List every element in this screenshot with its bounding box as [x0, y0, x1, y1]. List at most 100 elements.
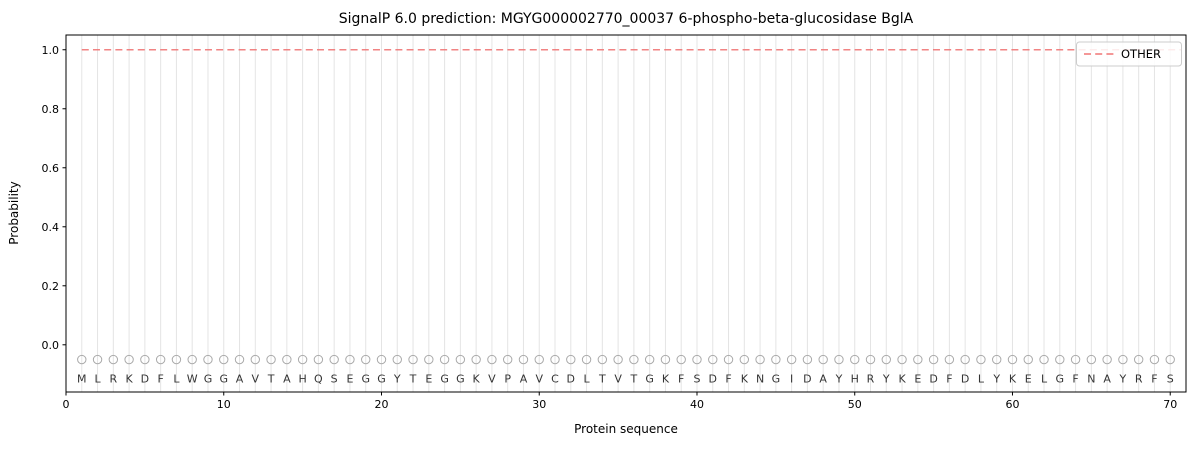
- residue-letter: K: [125, 373, 133, 386]
- residue-letter: V: [252, 373, 260, 386]
- residue-marker: [992, 354, 1002, 365]
- y-tick-label: 0.2: [42, 280, 60, 293]
- residue-marker: [566, 354, 576, 365]
- y-tick-label: 0.4: [42, 221, 60, 234]
- residue-marker: [392, 354, 402, 365]
- x-tick-label: 50: [848, 398, 862, 411]
- residue-letter: G: [204, 373, 213, 386]
- residue-letter: D: [929, 373, 937, 386]
- residue-marker: [77, 354, 87, 365]
- residue-letter: L: [94, 373, 101, 386]
- residue-marker: [613, 354, 623, 365]
- residue-marker: [1149, 354, 1160, 365]
- residue-marker: [455, 354, 466, 365]
- residue-marker: [660, 354, 671, 365]
- residue-letter: S: [693, 373, 700, 386]
- residue-marker: [629, 354, 639, 365]
- residue-letter: Y: [992, 373, 1000, 386]
- residue-marker: [865, 354, 876, 365]
- residue-marker: [1023, 354, 1033, 365]
- residue-marker: [297, 354, 308, 365]
- residue-marker: [92, 354, 103, 365]
- residue-letter: G: [1056, 373, 1065, 386]
- residue-letter: Y: [882, 373, 890, 386]
- residue-marker: [976, 354, 986, 365]
- residue-letter: F: [1151, 373, 1157, 386]
- residue-letter: G: [440, 373, 449, 386]
- residue-marker: [1118, 354, 1128, 365]
- residue-marker: [676, 354, 686, 365]
- residue-letter: W: [187, 373, 198, 386]
- residue-letter: Y: [393, 373, 401, 386]
- residue-letter: K: [662, 373, 670, 386]
- residue-marker: [944, 354, 955, 365]
- residue-marker: [850, 354, 860, 365]
- residue-marker: [155, 354, 166, 365]
- residue-letter: S: [1167, 373, 1174, 386]
- residue-marker: [1086, 354, 1097, 365]
- residue-marker: [171, 354, 182, 365]
- residue-marker: [597, 354, 608, 365]
- residue-marker: [802, 354, 813, 365]
- residue-letter: R: [109, 373, 117, 386]
- residue-letter: K: [1009, 373, 1017, 386]
- residue-letter: G: [361, 373, 370, 386]
- residue-letter: A: [236, 373, 244, 386]
- residue-marker: [250, 354, 260, 365]
- residue-letter: S: [331, 373, 338, 386]
- residue-marker: [960, 354, 970, 365]
- residue-letter: F: [946, 373, 952, 386]
- residue-marker: [345, 354, 355, 365]
- residue-letter: L: [583, 373, 590, 386]
- x-ticks: 0 10 20 30 40 50 60 70: [63, 392, 1177, 411]
- residue-marker: [439, 354, 450, 365]
- residue-marker: [408, 354, 418, 365]
- residue-letter: A: [283, 373, 291, 386]
- residue-letter: K: [741, 373, 749, 386]
- residue-letter: D: [709, 373, 717, 386]
- residue-letter: T: [598, 373, 606, 386]
- residue-letter: G: [219, 373, 228, 386]
- residue-letter: L: [173, 373, 180, 386]
- residue-marker: [1165, 354, 1175, 365]
- residue-marker: [140, 354, 150, 365]
- legend-box: [1076, 41, 1182, 67]
- residue-marker: [1007, 354, 1018, 365]
- residue-marker: [502, 354, 513, 365]
- residue-letter: E: [425, 373, 432, 386]
- residue-marker: [313, 354, 324, 365]
- residue-marker: [1133, 354, 1144, 365]
- residue-marker: [786, 354, 797, 365]
- residue-marker: [1102, 354, 1112, 365]
- residue-marker: [219, 354, 229, 365]
- residue-letter: R: [1135, 373, 1143, 386]
- residue-marker: [771, 354, 781, 365]
- y-ticks: 0.0 0.2 0.4 0.6 0.8 1.0: [42, 44, 66, 352]
- residue-letter: V: [535, 373, 543, 386]
- x-axis-label: Protein sequence: [574, 422, 678, 436]
- x-tick-label: 0: [63, 398, 70, 411]
- residue-marker: [471, 354, 481, 365]
- residue-marker: [234, 354, 245, 365]
- residue-marker: [834, 354, 844, 365]
- residue-marker: [1039, 354, 1049, 365]
- legend: OTHER: [1076, 41, 1182, 67]
- residue-marker: [755, 354, 765, 365]
- residue-marker: [329, 354, 339, 365]
- residue-marker: [581, 354, 592, 365]
- gridlines: [81, 35, 1171, 392]
- residue-letter: F: [157, 373, 163, 386]
- residue-letter: M: [77, 373, 87, 386]
- residue-letter: N: [1087, 373, 1095, 386]
- y-axis-label: Probability: [7, 181, 21, 244]
- residue-letter: R: [867, 373, 875, 386]
- residue-letter: F: [678, 373, 684, 386]
- residue-letter: G: [645, 373, 654, 386]
- residue-letter: G: [772, 373, 781, 386]
- residue-marker: [818, 354, 828, 365]
- residue-letter: Y: [835, 373, 843, 386]
- residue-letter: Y: [1119, 373, 1127, 386]
- residue-marker: [644, 354, 655, 365]
- residue-marker: [187, 354, 197, 365]
